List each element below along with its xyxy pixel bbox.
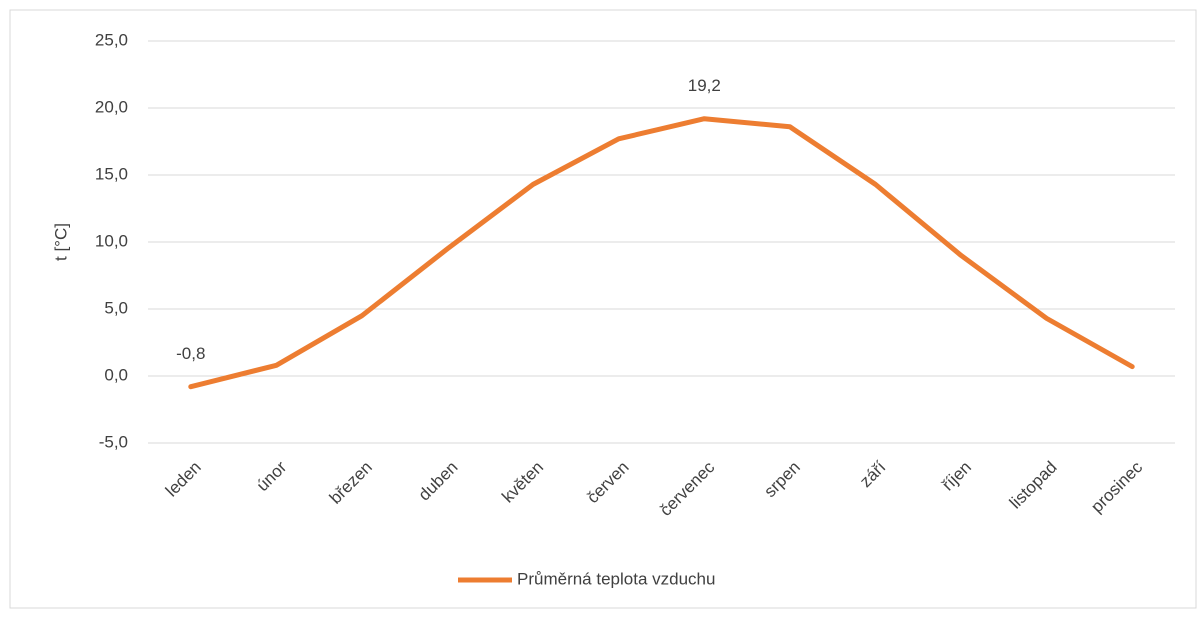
y-tick-label: 0,0 — [104, 365, 128, 384]
y-axis-label: t [°C] — [51, 223, 70, 261]
y-tick-label: 20,0 — [95, 97, 128, 116]
data-label: -0,8 — [176, 344, 205, 363]
legend-label: Průměrná teplota vzduchu — [517, 569, 715, 588]
y-tick-label: 10,0 — [95, 231, 128, 250]
y-tick-label: 25,0 — [95, 30, 128, 49]
data-label: 19,2 — [688, 76, 721, 95]
y-tick-label: 15,0 — [95, 164, 128, 183]
y-tick-label: -5,0 — [99, 432, 128, 451]
data-line — [188, 116, 1135, 390]
y-tick-label: 5,0 — [104, 298, 128, 317]
